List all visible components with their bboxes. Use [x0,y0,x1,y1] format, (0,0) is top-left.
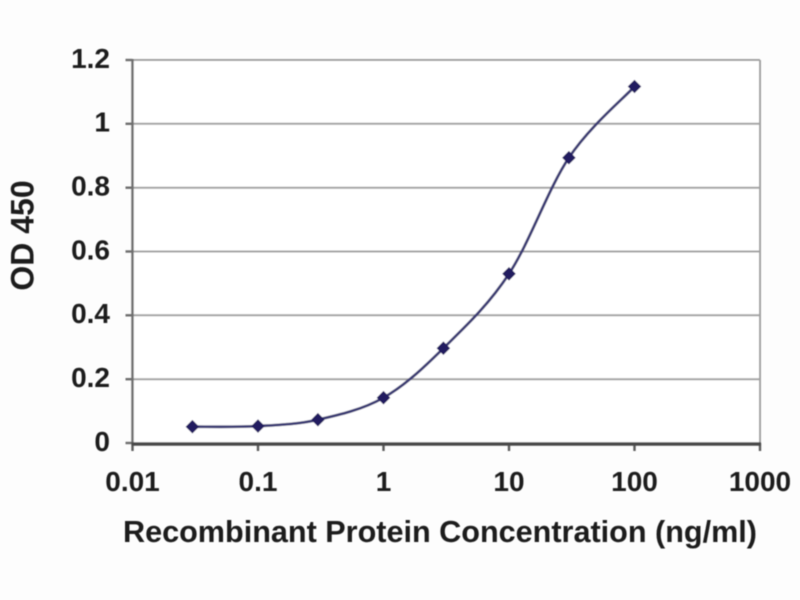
svg-text:100: 100 [611,466,658,497]
svg-text:Recombinant Protein Concentrat: Recombinant Protein Concentration (ng/ml… [123,515,757,549]
svg-text:1.2: 1.2 [71,43,110,74]
svg-text:0: 0 [94,426,110,457]
svg-text:OD 450: OD 450 [5,180,41,290]
svg-text:0.8: 0.8 [71,171,110,202]
svg-text:0.4: 0.4 [71,298,110,329]
svg-text:0.1: 0.1 [239,466,278,497]
svg-text:1: 1 [376,466,392,497]
svg-text:1: 1 [94,107,110,138]
svg-text:10: 10 [493,466,524,497]
svg-text:0.6: 0.6 [71,234,110,265]
svg-text:0.01: 0.01 [105,466,160,497]
svg-text:1000: 1000 [729,466,791,497]
svg-text:0.2: 0.2 [71,362,110,393]
